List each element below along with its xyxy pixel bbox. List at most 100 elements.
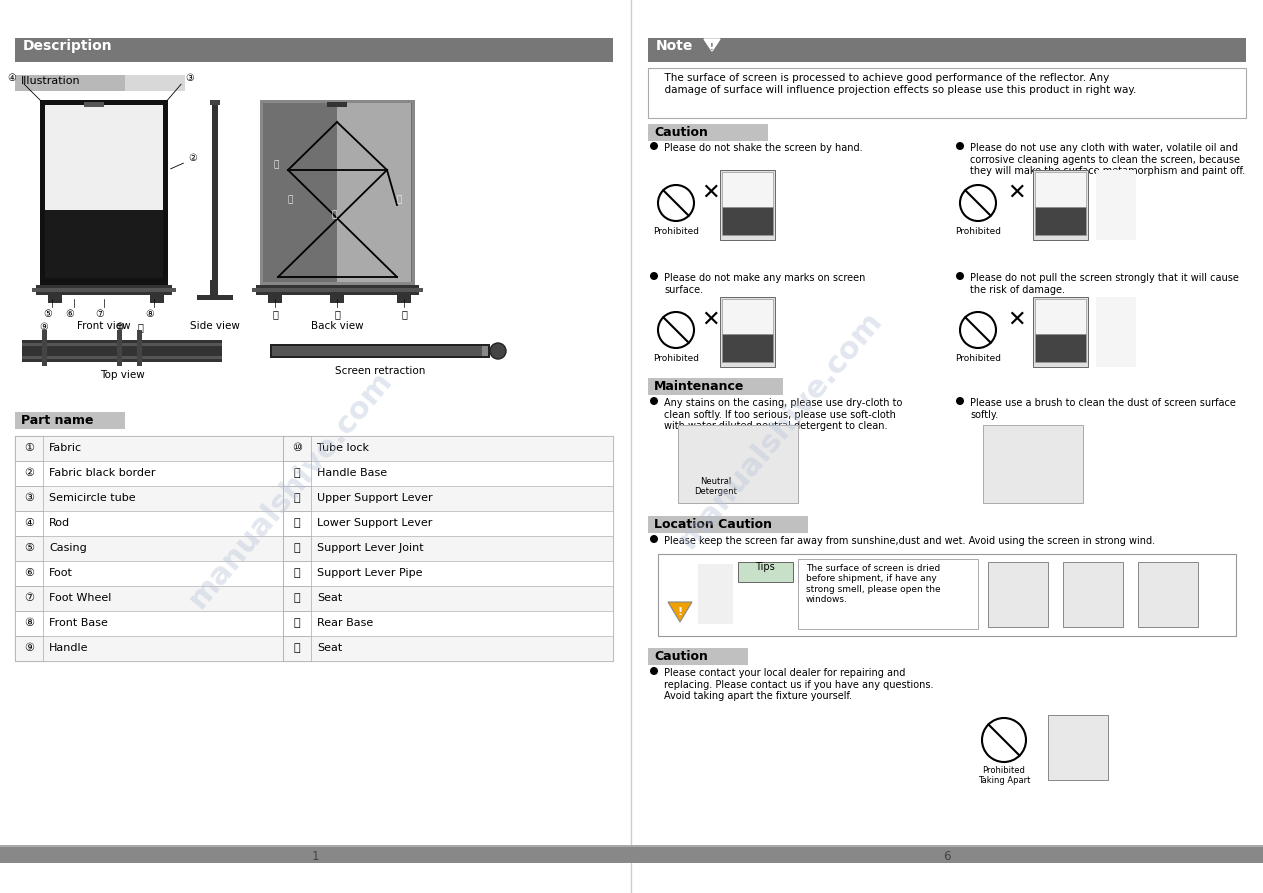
Text: ⑦: ⑦ — [24, 593, 34, 603]
Bar — [15, 636, 43, 661]
Text: ⑮: ⑮ — [331, 211, 337, 220]
Bar — [648, 68, 1247, 118]
Text: manualshive.com: manualshive.com — [673, 306, 888, 554]
Bar — [337, 103, 410, 282]
Text: Prohibited: Prohibited — [955, 227, 1002, 236]
Text: ⑫: ⑫ — [273, 161, 279, 170]
Text: ③: ③ — [186, 73, 195, 83]
Bar — [283, 511, 311, 536]
Text: Lower Support Lever: Lower Support Lever — [317, 518, 432, 528]
Text: Prohibited: Prohibited — [653, 227, 698, 236]
Bar — [45, 105, 163, 210]
Circle shape — [650, 142, 658, 150]
Text: Support Lever Pipe: Support Lever Pipe — [317, 568, 423, 578]
Bar — [15, 636, 613, 661]
Bar — [648, 378, 783, 395]
Bar — [1034, 334, 1086, 362]
Text: Prohibited
Taking Apart: Prohibited Taking Apart — [978, 766, 1031, 786]
Text: Rod: Rod — [49, 518, 71, 528]
Text: ⑨: ⑨ — [24, 643, 34, 653]
Bar — [330, 295, 344, 303]
Bar — [632, 845, 1263, 847]
Text: !: ! — [710, 44, 714, 53]
Text: 1: 1 — [311, 850, 318, 863]
Bar — [738, 562, 793, 582]
Polygon shape — [703, 39, 720, 51]
Bar — [15, 561, 613, 586]
Text: ⑭: ⑭ — [397, 196, 402, 204]
Text: Maintenance: Maintenance — [654, 380, 744, 393]
Bar — [15, 461, 613, 486]
Bar — [720, 297, 775, 367]
Bar — [15, 412, 125, 429]
Bar — [21, 340, 222, 362]
Text: ⑬: ⑬ — [287, 196, 293, 204]
Bar — [632, 847, 1263, 863]
Text: !: ! — [677, 607, 682, 617]
Text: Foot Wheel: Foot Wheel — [49, 593, 111, 603]
Text: Location Caution: Location Caution — [654, 518, 772, 531]
Bar — [283, 611, 311, 636]
Bar — [260, 100, 416, 285]
Text: ✕: ✕ — [701, 183, 720, 203]
Text: Seat: Seat — [317, 593, 342, 603]
Text: ①: ① — [24, 443, 34, 453]
Text: ⑤: ⑤ — [24, 543, 34, 553]
Text: Top view: Top view — [100, 370, 144, 380]
Bar — [1033, 297, 1087, 367]
Bar — [798, 559, 978, 629]
Bar — [85, 102, 104, 107]
Bar — [40, 100, 168, 285]
Text: ⑧: ⑧ — [145, 309, 154, 319]
Bar — [648, 124, 768, 141]
Bar — [15, 611, 613, 636]
Bar — [212, 100, 218, 290]
Bar — [983, 425, 1082, 503]
Bar — [125, 75, 184, 91]
Text: ⑯: ⑯ — [272, 309, 278, 319]
Text: Handle: Handle — [49, 643, 88, 653]
Bar — [283, 436, 311, 461]
Bar — [15, 611, 43, 636]
Circle shape — [650, 272, 658, 280]
Text: Tube lock: Tube lock — [317, 443, 369, 453]
Bar — [1096, 170, 1135, 240]
Bar — [15, 436, 613, 461]
Bar — [722, 207, 773, 235]
Text: Rear Base: Rear Base — [317, 618, 374, 628]
Text: ⑱: ⑱ — [294, 643, 301, 653]
Text: Please do not shake the screen by hand.: Please do not shake the screen by hand. — [664, 143, 863, 153]
Text: ⑤: ⑤ — [44, 309, 52, 319]
Text: Caution: Caution — [654, 650, 707, 663]
Bar — [15, 461, 43, 486]
Bar — [283, 486, 311, 511]
Text: ⑰: ⑰ — [333, 309, 340, 319]
Text: Please do not pull the screen strongly that it will cause
the risk of damage.: Please do not pull the screen strongly t… — [970, 273, 1239, 295]
Text: ②: ② — [24, 468, 34, 478]
Bar — [15, 486, 613, 511]
Text: Tips: Tips — [755, 562, 775, 572]
Bar — [253, 288, 423, 292]
Text: ⑧: ⑧ — [24, 618, 34, 628]
Bar — [678, 425, 798, 503]
Bar — [210, 280, 218, 300]
Text: Please do not use any cloth with water, volatile oil and
corrosive cleaning agen: Please do not use any cloth with water, … — [970, 143, 1245, 176]
Bar — [136, 330, 141, 366]
Bar — [1034, 299, 1086, 334]
Text: Note: Note — [655, 39, 693, 53]
Bar — [283, 536, 311, 561]
Text: Seat: Seat — [317, 643, 342, 653]
Text: Fabric black border: Fabric black border — [49, 468, 155, 478]
Text: Part name: Part name — [21, 414, 93, 427]
Text: ②: ② — [188, 153, 197, 163]
Text: ⑮: ⑮ — [294, 568, 301, 578]
Bar — [15, 586, 43, 611]
Bar — [15, 486, 43, 511]
Bar — [42, 330, 47, 366]
Text: ⑩: ⑩ — [116, 322, 124, 332]
Bar — [15, 75, 125, 91]
Bar — [15, 38, 613, 62]
Bar — [1096, 297, 1135, 367]
Circle shape — [956, 397, 964, 405]
Text: ⑱: ⑱ — [402, 309, 407, 319]
